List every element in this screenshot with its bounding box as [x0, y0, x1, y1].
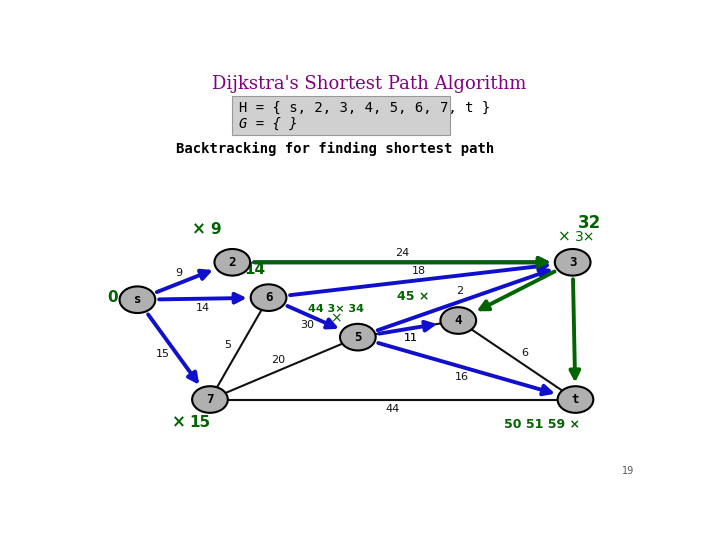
- Text: t: t: [572, 393, 579, 406]
- Text: 3×: 3×: [575, 231, 595, 245]
- Text: s: s: [134, 293, 141, 306]
- Text: 44 3× 34: 44 3× 34: [307, 304, 364, 314]
- Text: ×: ×: [330, 312, 341, 326]
- Circle shape: [557, 386, 593, 413]
- Text: 7: 7: [206, 393, 214, 406]
- Text: 6: 6: [265, 291, 272, 304]
- Text: 11: 11: [404, 333, 418, 343]
- Text: G = { }: G = { }: [239, 117, 297, 131]
- Text: ×: ×: [192, 220, 206, 238]
- Circle shape: [340, 324, 376, 350]
- Text: 30: 30: [300, 320, 314, 330]
- Text: 19: 19: [622, 467, 634, 476]
- Circle shape: [192, 386, 228, 413]
- Text: 50 51 59 ×: 50 51 59 ×: [504, 418, 580, 431]
- Text: 44: 44: [386, 404, 400, 414]
- Text: 2: 2: [228, 256, 236, 269]
- Text: H = { s, 2, 3, 4, 5, 6, 7, t }: H = { s, 2, 3, 4, 5, 6, 7, t }: [239, 101, 490, 115]
- Text: 14: 14: [244, 262, 265, 277]
- Text: 2: 2: [456, 286, 464, 296]
- Text: 11: 11: [404, 333, 418, 343]
- Text: ×: ×: [172, 414, 186, 431]
- Text: 18: 18: [412, 266, 426, 276]
- Text: ×: ×: [558, 230, 571, 245]
- Text: 20: 20: [271, 355, 285, 366]
- Text: 3: 3: [569, 256, 577, 269]
- Text: 24: 24: [395, 248, 410, 258]
- Text: 32: 32: [577, 214, 601, 232]
- Text: 5: 5: [354, 330, 361, 343]
- Text: 15: 15: [189, 415, 210, 430]
- Circle shape: [441, 307, 476, 334]
- Text: Dijkstra's Shortest Path Algorithm: Dijkstra's Shortest Path Algorithm: [212, 75, 526, 93]
- Text: 15: 15: [156, 349, 170, 359]
- Text: ×: ×: [228, 260, 242, 279]
- Text: Backtracking for finding shortest path: Backtracking for finding shortest path: [176, 141, 495, 156]
- Circle shape: [120, 286, 156, 313]
- Text: 9: 9: [176, 268, 183, 278]
- Text: 16: 16: [455, 372, 469, 382]
- Text: 5: 5: [225, 340, 232, 350]
- Text: 9: 9: [210, 221, 221, 237]
- Circle shape: [555, 249, 590, 275]
- Circle shape: [215, 249, 250, 275]
- Text: 45 ×: 45 ×: [397, 290, 430, 303]
- Circle shape: [251, 285, 287, 311]
- Text: 14: 14: [196, 303, 210, 313]
- Text: 0: 0: [107, 290, 117, 305]
- FancyBboxPatch shape: [233, 96, 450, 136]
- Text: 6: 6: [521, 348, 528, 358]
- Text: 4: 4: [454, 314, 462, 327]
